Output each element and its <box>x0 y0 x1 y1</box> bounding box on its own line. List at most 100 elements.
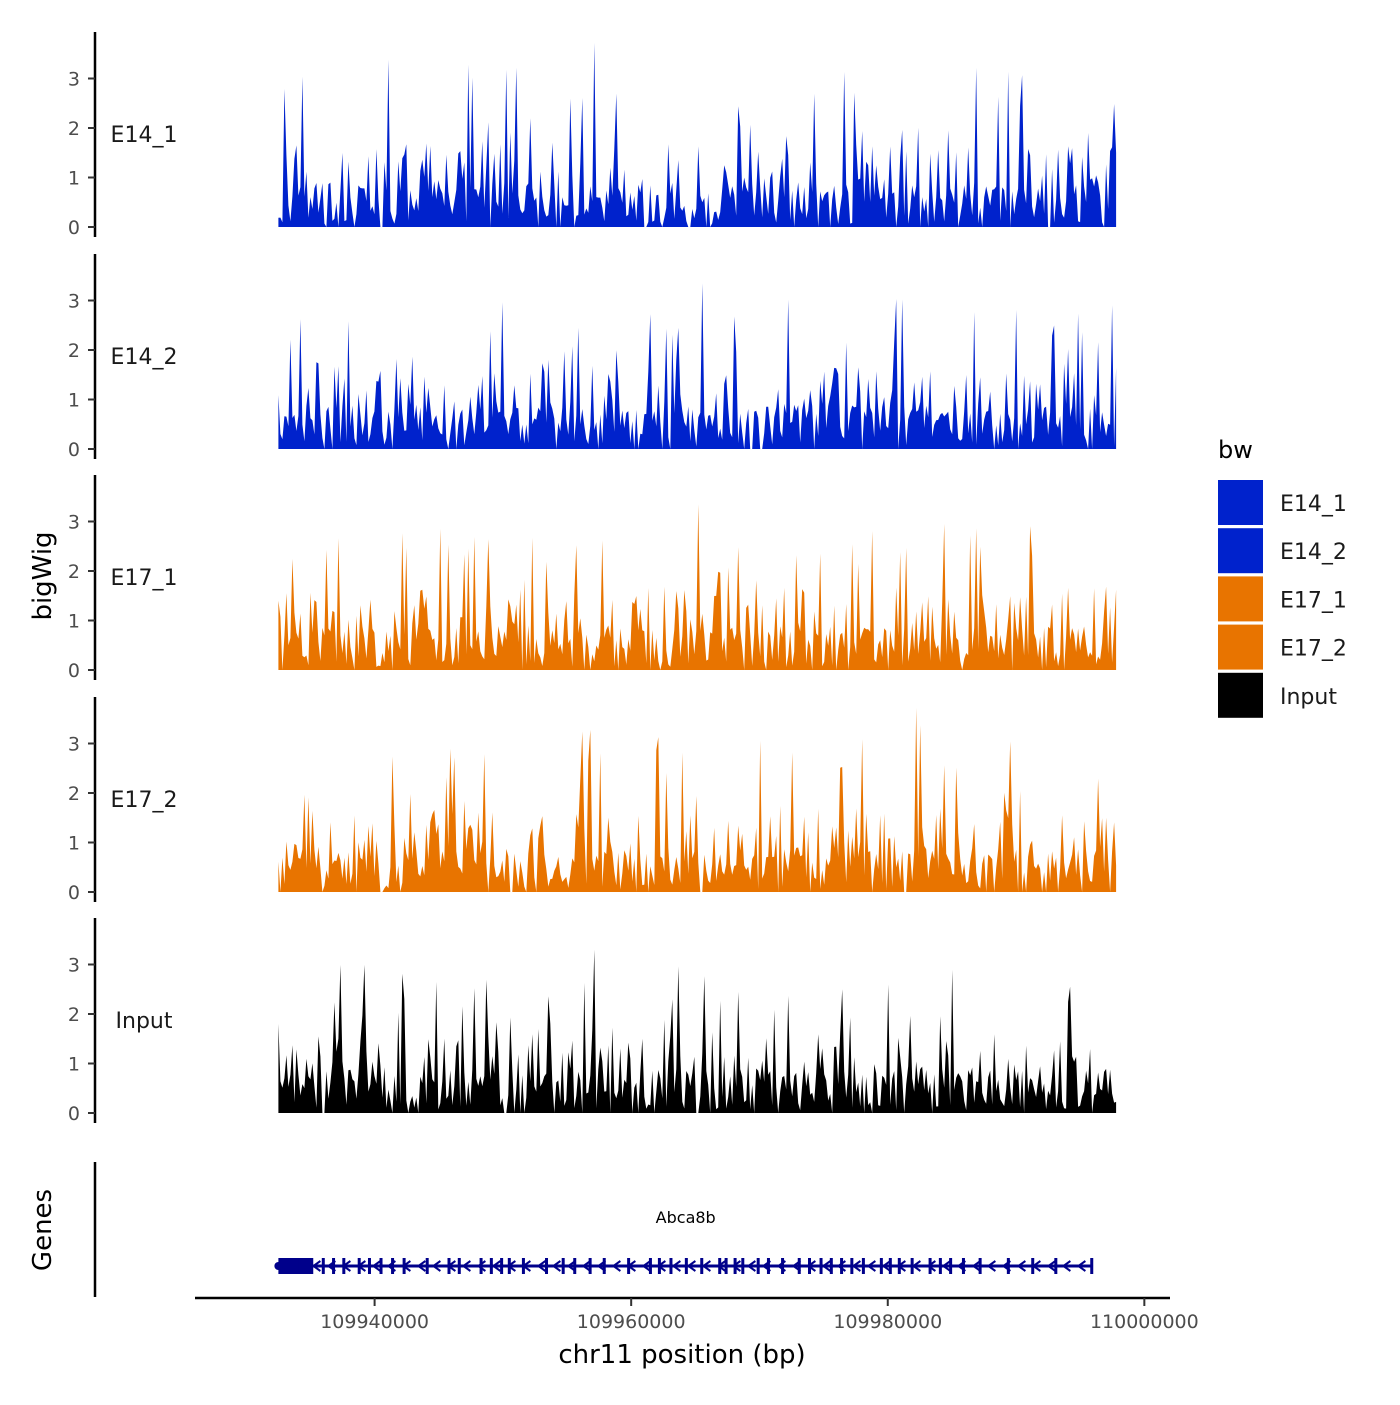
strand-arrow <box>491 1260 501 1272</box>
strand-arrow <box>1016 1260 1026 1272</box>
gene-exon <box>1006 1258 1010 1274</box>
gene-exon <box>391 1258 395 1274</box>
strand-arrow <box>461 1260 471 1272</box>
gene-exon <box>357 1258 361 1274</box>
gene-exon <box>291 1258 294 1274</box>
strand-arrow <box>986 1260 996 1272</box>
gene-exon <box>733 1258 737 1274</box>
track-label: E14_1 <box>111 123 178 148</box>
signal-area-E14_2 <box>278 283 1117 449</box>
x-axis-title: chr11 position (bp) <box>558 1340 805 1370</box>
track-E14_1: 0 1 2 3 E14_1 <box>68 32 1117 239</box>
strand-arrow <box>941 1260 951 1272</box>
strand-arrow <box>851 1260 861 1272</box>
gene-exon <box>978 1258 982 1274</box>
gene-exon <box>298 1258 302 1274</box>
strand-arrow <box>881 1260 891 1272</box>
track-label: Input <box>116 1009 173 1034</box>
strand-arrow <box>416 1260 426 1272</box>
strand-arrow <box>971 1260 981 1272</box>
track-label: E17_2 <box>111 788 178 813</box>
x-tick-label: 110000000 <box>1090 1311 1199 1333</box>
y-tick-label: 0 <box>68 1103 80 1125</box>
gene-exon <box>700 1258 704 1274</box>
strand-arrow <box>1076 1260 1086 1272</box>
gene-exon <box>879 1258 883 1274</box>
strand-arrow <box>731 1260 741 1272</box>
gene-exon <box>724 1258 728 1274</box>
y-tick-label: 2 <box>68 783 80 805</box>
y-tick-label: 1 <box>68 611 80 633</box>
gene-exon <box>573 1258 577 1274</box>
legend-label-E17_2: E17_2 <box>1280 637 1347 662</box>
y-tick-label: 0 <box>68 439 80 461</box>
legend-label-E14_1: E14_1 <box>1280 492 1347 517</box>
legend: bw E14_1 E14_2 E17_1 E17_2 Input <box>1218 436 1347 718</box>
gene-exon <box>489 1258 493 1274</box>
gene-exon <box>367 1258 371 1274</box>
y-tick-label: 2 <box>68 118 80 140</box>
legend-key-E14_2 <box>1218 528 1263 574</box>
gene-exon <box>684 1258 688 1274</box>
gene-exon <box>507 1258 511 1274</box>
track-label: E14_2 <box>111 345 178 370</box>
x-tick-label: 109980000 <box>833 1311 942 1333</box>
x-tick-label: 109960000 <box>577 1311 686 1333</box>
y-tick-label: 3 <box>68 955 80 977</box>
gene-exon <box>829 1258 833 1274</box>
y-axis-title: bigWig <box>28 531 58 620</box>
gene-exon <box>840 1258 844 1274</box>
gene-exon <box>342 1258 346 1274</box>
strand-arrow <box>551 1260 561 1272</box>
strand-arrow <box>746 1260 756 1272</box>
strand-arrow <box>686 1260 696 1272</box>
x-tick-label: 109940000 <box>320 1311 429 1333</box>
gene-exon <box>910 1258 914 1274</box>
y-tick-label: 1 <box>68 1054 80 1076</box>
gene-exon <box>797 1258 801 1274</box>
legend-key-Input <box>1218 672 1263 718</box>
strand-arrow <box>611 1260 621 1272</box>
strand-arrow <box>641 1260 651 1272</box>
strand-arrow <box>1046 1260 1056 1272</box>
strand-arrow <box>701 1260 711 1272</box>
strand-arrow <box>866 1260 876 1272</box>
gene-exon <box>588 1258 592 1274</box>
y-tick-label: 2 <box>68 561 80 583</box>
gene-exon <box>781 1258 785 1274</box>
y-tick-label: 2 <box>68 1004 80 1026</box>
signal-area-Input <box>278 949 1117 1113</box>
gene-exon <box>1031 1258 1035 1274</box>
y-tick-label: 3 <box>68 291 80 313</box>
gene-exon <box>819 1258 823 1274</box>
strand-arrow <box>536 1260 546 1272</box>
gene-exon <box>861 1258 865 1274</box>
y-tick-label: 3 <box>68 512 80 534</box>
y-tick-label: 3 <box>68 69 80 91</box>
gene-exon <box>627 1258 631 1274</box>
track-label: E17_1 <box>111 566 178 591</box>
gene-exon <box>561 1258 565 1274</box>
gene-exon <box>521 1258 525 1274</box>
signal-area-E17_1 <box>278 504 1117 670</box>
strand-arrow <box>431 1260 441 1272</box>
gene-exon <box>741 1258 745 1274</box>
gene-exon <box>379 1258 383 1274</box>
gene-exon <box>321 1258 325 1274</box>
track-E14_2: 0 1 2 3 E14_2 <box>68 254 1117 461</box>
signal-area-E17_2 <box>278 707 1117 892</box>
genes-panel: Genes Abca8b <box>28 1162 1094 1297</box>
strand-arrow <box>671 1260 681 1272</box>
y-tick-label: 0 <box>68 660 80 682</box>
gene-exon <box>602 1258 606 1274</box>
x-axis: chr11 position (bp) 109940000 109960000 10… <box>195 1296 1199 1370</box>
gene-end-marker <box>274 1262 283 1270</box>
gene-exon <box>425 1258 429 1274</box>
gene-exon <box>657 1258 661 1274</box>
gene-exon <box>648 1258 652 1274</box>
gene-exon <box>457 1258 461 1274</box>
gene-exon <box>310 1258 314 1274</box>
gene-exon <box>479 1258 483 1274</box>
